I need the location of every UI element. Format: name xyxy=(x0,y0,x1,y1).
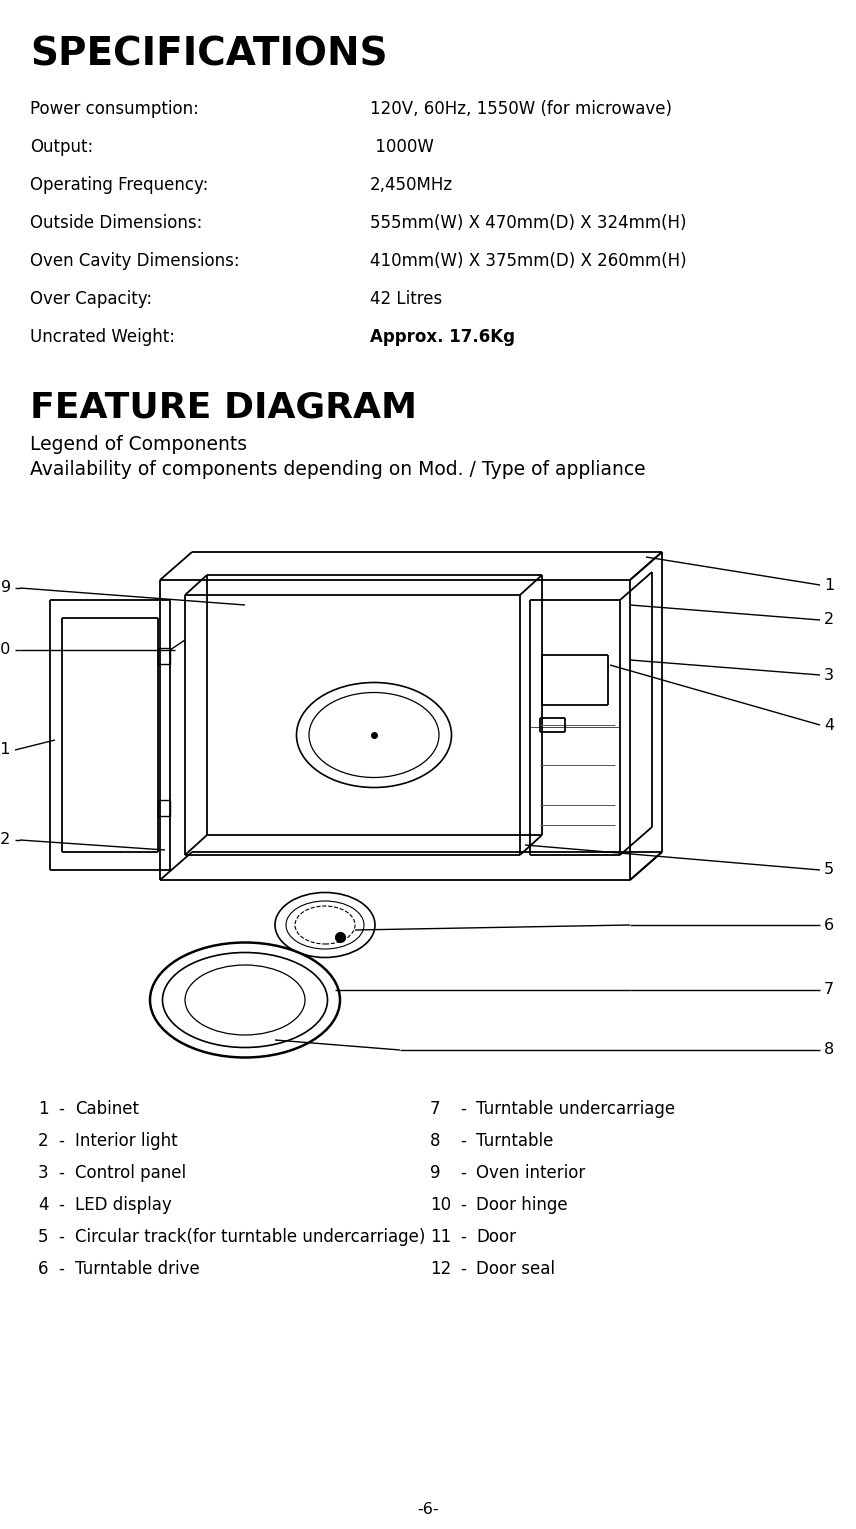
Text: -: - xyxy=(58,1196,64,1214)
Text: 1: 1 xyxy=(38,1099,49,1118)
Text: 9: 9 xyxy=(1,581,11,595)
Text: -: - xyxy=(58,1131,64,1150)
Text: Door hinge: Door hinge xyxy=(476,1196,568,1214)
Text: Oven interior: Oven interior xyxy=(476,1164,586,1182)
Text: Cabinet: Cabinet xyxy=(75,1099,139,1118)
Text: Oven Cavity Dimensions:: Oven Cavity Dimensions: xyxy=(30,252,240,271)
Text: 2: 2 xyxy=(824,613,834,627)
Text: 10: 10 xyxy=(430,1196,451,1214)
Text: 3: 3 xyxy=(824,668,834,682)
Text: 4: 4 xyxy=(824,717,834,732)
Text: -: - xyxy=(460,1260,466,1278)
Text: 120V, 60Hz, 1550W (for microwave): 120V, 60Hz, 1550W (for microwave) xyxy=(370,99,672,118)
Text: 410mm(W) X 375mm(D) X 260mm(H): 410mm(W) X 375mm(D) X 260mm(H) xyxy=(370,252,687,271)
Text: 4: 4 xyxy=(38,1196,49,1214)
Text: -: - xyxy=(460,1164,466,1182)
Text: Output:: Output: xyxy=(30,138,93,156)
Text: 42 Litres: 42 Litres xyxy=(370,291,443,307)
Text: 555mm(W) X 470mm(D) X 324mm(H): 555mm(W) X 470mm(D) X 324mm(H) xyxy=(370,214,687,232)
Text: Availability of components depending on Mod. / Type of appliance: Availability of components depending on … xyxy=(30,460,645,479)
Text: 11: 11 xyxy=(0,743,11,757)
Text: 1: 1 xyxy=(824,578,835,593)
Text: Approx. 17.6Kg: Approx. 17.6Kg xyxy=(370,329,515,346)
Text: 12: 12 xyxy=(430,1260,451,1278)
Text: 8: 8 xyxy=(430,1131,441,1150)
Text: 12: 12 xyxy=(0,832,11,847)
Text: -6-: -6- xyxy=(417,1503,439,1517)
Text: -: - xyxy=(460,1228,466,1246)
Text: 5: 5 xyxy=(824,862,834,878)
Text: Control panel: Control panel xyxy=(75,1164,186,1182)
Text: 7: 7 xyxy=(824,983,834,997)
Text: Operating Frequency:: Operating Frequency: xyxy=(30,176,208,194)
Text: 5: 5 xyxy=(38,1228,49,1246)
Text: 10: 10 xyxy=(0,642,11,657)
Text: 8: 8 xyxy=(824,1043,835,1058)
Text: Power consumption:: Power consumption: xyxy=(30,99,199,118)
Text: Turntable: Turntable xyxy=(476,1131,553,1150)
Text: 1000W: 1000W xyxy=(370,138,434,156)
Text: -: - xyxy=(460,1099,466,1118)
Text: LED display: LED display xyxy=(75,1196,172,1214)
Text: Turntable drive: Turntable drive xyxy=(75,1260,199,1278)
Text: -: - xyxy=(460,1131,466,1150)
Text: -: - xyxy=(58,1260,64,1278)
Text: -: - xyxy=(58,1099,64,1118)
Text: Over Capacity:: Over Capacity: xyxy=(30,291,152,307)
Text: FEATURE DIAGRAM: FEATURE DIAGRAM xyxy=(30,390,417,424)
Text: 2,450MHz: 2,450MHz xyxy=(370,176,453,194)
Text: 9: 9 xyxy=(430,1164,441,1182)
Text: -: - xyxy=(58,1164,64,1182)
Text: 11: 11 xyxy=(430,1228,451,1246)
Text: Circular track(for turntable undercarriage): Circular track(for turntable undercarria… xyxy=(75,1228,425,1246)
Text: 7: 7 xyxy=(430,1099,441,1118)
Text: 3: 3 xyxy=(38,1164,49,1182)
Text: Uncrated Weight:: Uncrated Weight: xyxy=(30,329,175,346)
Text: Door seal: Door seal xyxy=(476,1260,555,1278)
Text: 2: 2 xyxy=(38,1131,49,1150)
Text: Outside Dimensions:: Outside Dimensions: xyxy=(30,214,202,232)
Text: 6: 6 xyxy=(38,1260,49,1278)
Text: SPECIFICATIONS: SPECIFICATIONS xyxy=(30,35,388,73)
Text: Legend of Components: Legend of Components xyxy=(30,434,247,454)
Text: Door: Door xyxy=(476,1228,516,1246)
Text: Turntable undercarriage: Turntable undercarriage xyxy=(476,1099,675,1118)
Text: -: - xyxy=(460,1196,466,1214)
Text: -: - xyxy=(58,1228,64,1246)
Text: 6: 6 xyxy=(824,917,834,933)
Text: Interior light: Interior light xyxy=(75,1131,178,1150)
